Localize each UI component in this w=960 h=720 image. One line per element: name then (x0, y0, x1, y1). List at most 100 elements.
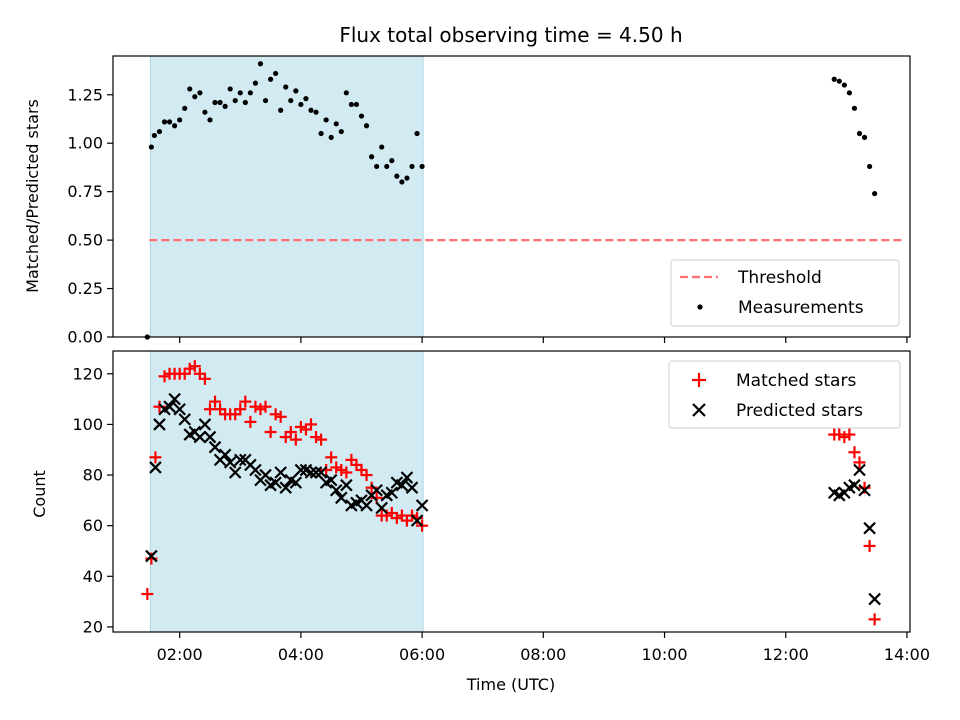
measurement-point (166, 119, 173, 125)
matched-star-point (209, 395, 222, 408)
top-y-axis-label: Matched/Predicted stars (23, 99, 42, 293)
measurement-point (846, 90, 852, 96)
measurement-point (298, 101, 304, 108)
bottom-y-axis-label: Count (30, 470, 49, 518)
measurement-point (252, 80, 259, 86)
measurement-point (313, 109, 319, 115)
matched-star-point (325, 451, 338, 464)
measurement-point (172, 123, 178, 129)
measurement-point (217, 99, 223, 106)
measurement-point (363, 123, 370, 129)
x-axis-label: Time (UTC) (466, 675, 555, 694)
measurement-point (414, 130, 420, 137)
measurement-point (836, 78, 842, 84)
matched-star-point (863, 539, 876, 552)
measurement-point (278, 107, 284, 113)
matched-star-point (853, 456, 866, 469)
top-legend-box (670, 259, 900, 327)
predicted-star-point (309, 466, 323, 479)
predicted-star-point (410, 514, 424, 527)
predicted-star-point (145, 549, 158, 563)
y-tick-label: 1.25 (67, 85, 103, 104)
bottom-panel: 20 40 60 80 100 120 02:00 04:00 06:00 08:00 10:00… (30, 350, 930, 694)
predicted-star-point (385, 486, 399, 500)
measurement-point (419, 163, 425, 170)
predicted-star-point (360, 499, 373, 512)
measurement-point (404, 175, 410, 181)
measurement-point (374, 163, 380, 170)
predicted-star-point (405, 481, 419, 494)
x-tick-label: 10:00 (641, 645, 687, 664)
matched-star-point (340, 466, 353, 479)
y-tick-label: 80 (83, 466, 103, 485)
measurement-point (288, 97, 294, 104)
legend-matched-swatch (692, 373, 706, 387)
predicted-star-point (218, 448, 232, 462)
measurement-point (348, 101, 354, 108)
matched-star-point (848, 446, 861, 459)
matched-star-point (289, 433, 302, 446)
x-tick-label: 08:00 (520, 645, 566, 664)
predicted-star-point (233, 453, 247, 467)
legend-measurements-label: Measurements (738, 298, 864, 318)
measurement-point (156, 128, 163, 135)
measurement-point (358, 113, 365, 119)
measurement-point (318, 130, 324, 137)
measurement-point (328, 134, 334, 140)
predicted-star-point (370, 483, 383, 497)
measurement-point (353, 101, 360, 108)
y-tick-label: 1.00 (67, 134, 103, 153)
matched-star-point (188, 360, 201, 373)
measurement-point (308, 107, 314, 113)
matched-star-point (264, 426, 277, 439)
y-tick-label: 100 (72, 415, 103, 434)
predicted-star-point (269, 476, 282, 489)
measurement-point (394, 173, 400, 179)
observing-interval-shade-top (149, 55, 424, 338)
matched-stars-series (141, 360, 881, 626)
predicted-star-point (279, 481, 293, 494)
measurement-point (872, 190, 878, 197)
predicted-stars-series (145, 392, 881, 606)
measurement-point (197, 90, 203, 96)
measurement-point (389, 158, 395, 164)
measurement-point (303, 96, 309, 102)
predicted-star-point (193, 430, 207, 444)
measurement-point (187, 86, 193, 92)
bottom-y-axis-ticks: 20 40 60 80 100 120 (72, 364, 113, 636)
measurement-point (237, 90, 243, 96)
y-tick-label: 60 (83, 516, 103, 535)
predicted-star-point (400, 471, 414, 484)
measurement-point (409, 163, 415, 170)
predicted-star-point (314, 466, 328, 479)
x-tick-label: 04:00 (278, 645, 324, 664)
matched-star-point (868, 613, 881, 626)
measurement-point (379, 144, 385, 150)
measurement-point (148, 144, 154, 150)
measurement-point (368, 154, 375, 160)
matched-star-point (315, 433, 328, 446)
measurement-point (212, 99, 218, 106)
legend-predicted-label: Predicted stars (736, 401, 863, 421)
predicted-star-point (335, 491, 348, 505)
predicted-star-point (228, 466, 242, 479)
measurement-point (851, 105, 858, 111)
predicted-star-point (340, 478, 353, 492)
x-tick-label: 14:00 (884, 645, 930, 664)
measurement-point (151, 132, 158, 139)
x-tick-label: 06:00 (399, 645, 445, 664)
y-tick-label: 40 (83, 567, 103, 586)
measurement-point (222, 103, 228, 109)
measurement-point (182, 105, 188, 111)
predicted-star-point (324, 473, 338, 487)
matched-star-point (259, 400, 272, 413)
matched-star-point (203, 403, 216, 416)
y-tick-label: 0.00 (67, 328, 103, 347)
measurement-point (192, 94, 198, 100)
chart-title: Flux total observing time = 4.50 h (339, 23, 682, 47)
predicted-star-point (858, 483, 871, 497)
measurement-point (384, 163, 390, 170)
y-tick-label: 0.50 (67, 231, 103, 250)
x-tick-label: 02:00 (157, 645, 203, 664)
